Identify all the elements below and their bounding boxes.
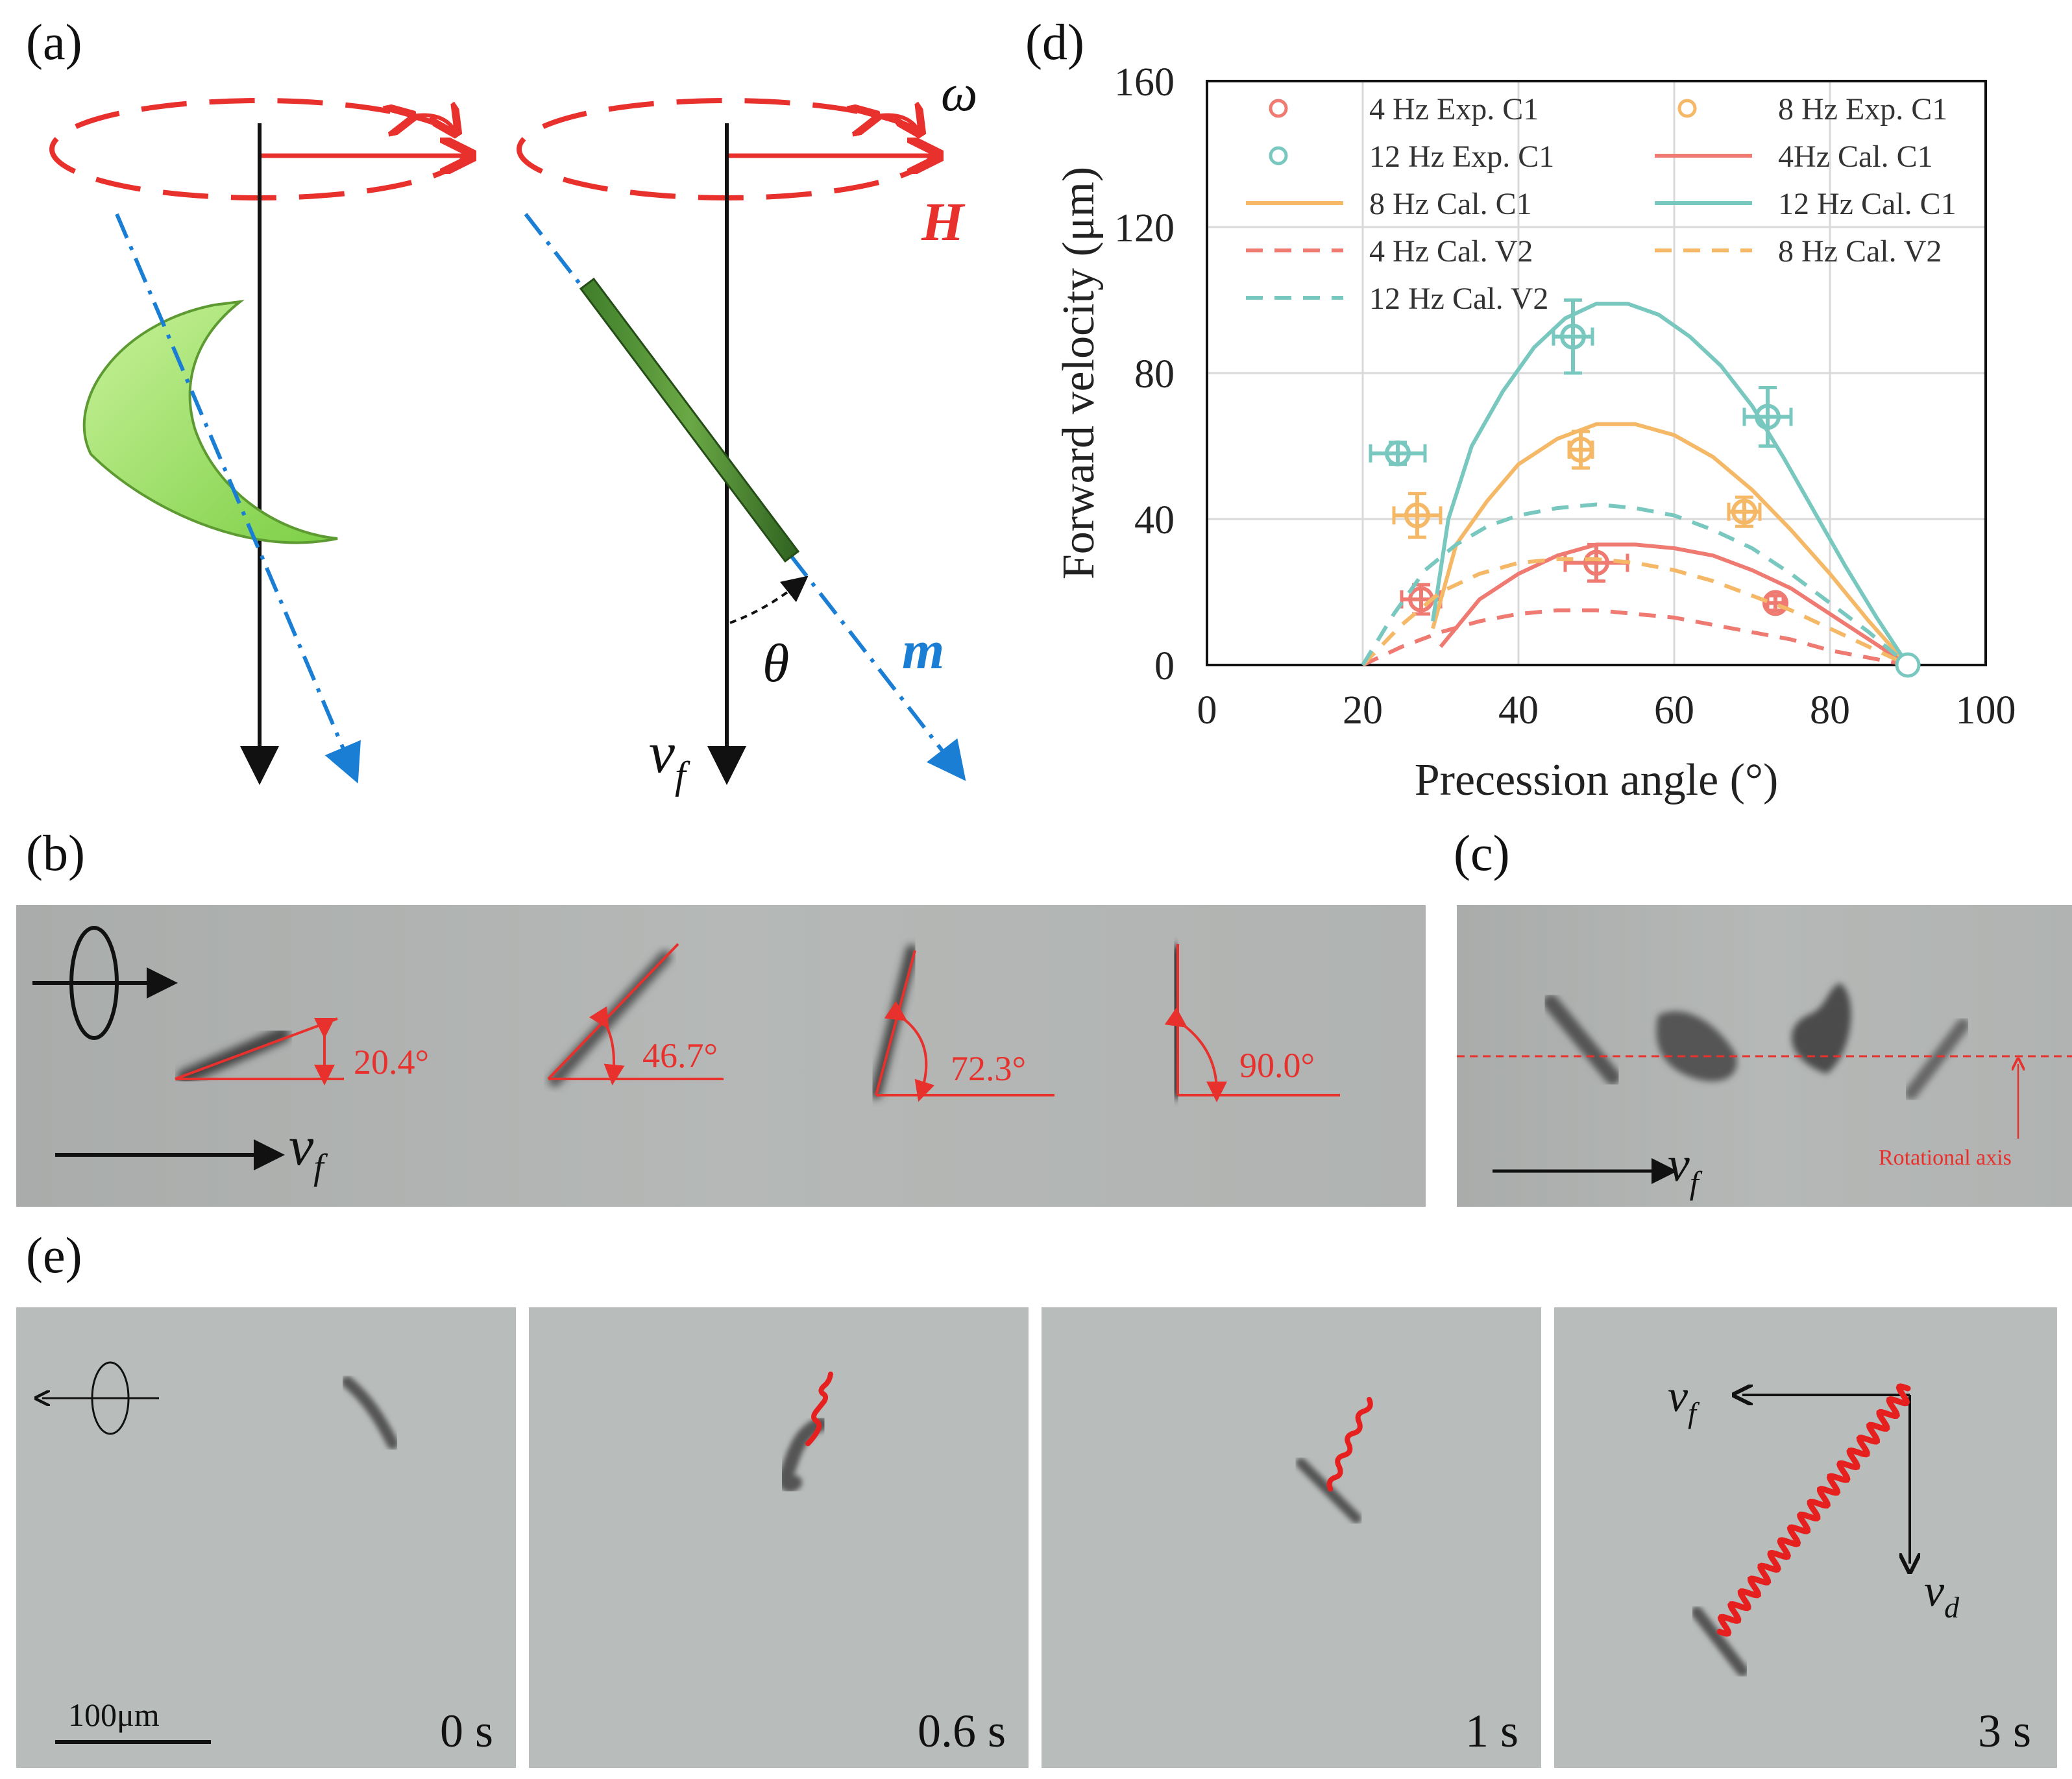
panel-label-a: (a) bbox=[26, 14, 82, 70]
time-label-3: 1 s bbox=[1465, 1705, 1518, 1757]
data-point-1-1 bbox=[1568, 437, 1594, 463]
scale-bar-label: 100μm bbox=[68, 1697, 160, 1733]
x-tick-label-5: 100 bbox=[1956, 688, 2016, 732]
legend-label-6: 4 Hz Cal. V2 bbox=[1369, 234, 1533, 269]
legend-label-7: 8 Hz Cal. V2 bbox=[1778, 234, 1942, 269]
time-label-1: 0 s bbox=[439, 1705, 493, 1757]
time-label-4: 3 s bbox=[1977, 1705, 2031, 1757]
panel-e-frame-2: 0.6 s bbox=[529, 1307, 1029, 1768]
series-line-6 bbox=[1361, 608, 1908, 667]
H-label: H bbox=[921, 192, 966, 252]
panel-a-schematic: ω H m θ vf bbox=[49, 65, 977, 797]
panel-label-e: (e) bbox=[26, 1227, 82, 1283]
legend-label-3: 4Hz Cal. C1 bbox=[1778, 139, 1933, 174]
y-axis-title: Forward velocity (μm) bbox=[1054, 167, 1104, 579]
x-tick-label-4: 80 bbox=[1810, 688, 1850, 732]
x-axis-title: Precession angle (°) bbox=[1415, 755, 1779, 805]
y-tick-label-2: 80 bbox=[1134, 352, 1175, 396]
legend-marker-0 bbox=[1269, 99, 1288, 118]
panel-e-frame-4: vf vd 3 s bbox=[1554, 1307, 2057, 1768]
crescent-particle bbox=[82, 300, 338, 544]
legend-label-4: 8 Hz Cal. C1 bbox=[1369, 187, 1532, 221]
angle-label-2: 46.7° bbox=[642, 1036, 718, 1075]
panel-b-photo: 20.4° 46.7° 72.3° 90.0° vf bbox=[16, 905, 1426, 1207]
legend-label-1: 8 Hz Exp. C1 bbox=[1778, 92, 1947, 127]
data-point-0-2 bbox=[1762, 590, 1788, 616]
vf-label-b: vf bbox=[289, 1115, 328, 1187]
plot-frame bbox=[1206, 80, 1987, 666]
panel-label-c: (c) bbox=[1454, 825, 1510, 881]
angle-label-4: 90.0° bbox=[1239, 1046, 1315, 1085]
y-tick-label-4: 160 bbox=[1114, 60, 1175, 104]
data-point-endpoint bbox=[1895, 652, 1921, 678]
m-label: m bbox=[902, 620, 944, 681]
time-label-2: 0.6 s bbox=[917, 1705, 1006, 1757]
data-point-2-0 bbox=[1385, 440, 1411, 466]
angle-label-3: 72.3° bbox=[951, 1049, 1026, 1088]
series-line-3 bbox=[1439, 542, 1909, 667]
rotational-axis-label: Rotational axis bbox=[1879, 1146, 2012, 1170]
vd-label-e: vd bbox=[1924, 1566, 1960, 1624]
x-tick-label-1: 20 bbox=[1343, 688, 1383, 732]
panel-e-frame-3: 1 s bbox=[1042, 1307, 1541, 1768]
vf-label-e: vf bbox=[1668, 1372, 1700, 1429]
legend-marker-1 bbox=[1677, 99, 1697, 118]
legend-marker-2 bbox=[1269, 146, 1288, 165]
panel-c-photo: Rotational axis vf bbox=[1457, 905, 2072, 1207]
forward-velocity-chart: 0 20 40 60 80 100 0 40 80 120 160 Precession angle … bbox=[1054, 60, 2016, 805]
rod-particle bbox=[579, 277, 800, 563]
legend-label-5: 12 Hz Cal. C1 bbox=[1778, 187, 1956, 221]
data-point-1-0 bbox=[1404, 502, 1430, 529]
legend-label-2: 12 Hz Exp. C1 bbox=[1369, 139, 1554, 174]
y-tick-label-3: 120 bbox=[1114, 206, 1175, 250]
x-tick-label-0: 0 bbox=[1197, 688, 1217, 732]
angle-label-1: 20.4° bbox=[354, 1043, 429, 1082]
legend-label-0: 4 Hz Exp. C1 bbox=[1369, 92, 1539, 127]
omega-label: ω bbox=[941, 65, 977, 122]
y-tick-label-0: 0 bbox=[1154, 644, 1175, 688]
series-line-4 bbox=[1431, 422, 1910, 666]
data-point-2-1 bbox=[1560, 323, 1586, 350]
x-tick-label-3: 60 bbox=[1654, 688, 1694, 732]
y-tick-label-1: 40 bbox=[1134, 498, 1175, 542]
legend-label-8: 12 Hz Cal. V2 bbox=[1369, 282, 1548, 316]
data-point-0-1 bbox=[1583, 550, 1609, 576]
panel-label-d: (d) bbox=[1025, 14, 1084, 70]
data-point-1-2 bbox=[1731, 498, 1757, 525]
series-line-5 bbox=[1431, 302, 1910, 666]
panel-e-frame-1: 100μm 0 s bbox=[16, 1307, 516, 1768]
theta-label: θ bbox=[762, 633, 789, 694]
series-line-7 bbox=[1361, 557, 1909, 667]
vf-label-c: vf bbox=[1668, 1137, 1703, 1201]
series-line-8 bbox=[1361, 502, 1909, 667]
x-tick-label-2: 40 bbox=[1498, 688, 1539, 732]
vf-label-a: vf bbox=[649, 721, 690, 797]
panel-label-b: (b) bbox=[26, 825, 85, 881]
